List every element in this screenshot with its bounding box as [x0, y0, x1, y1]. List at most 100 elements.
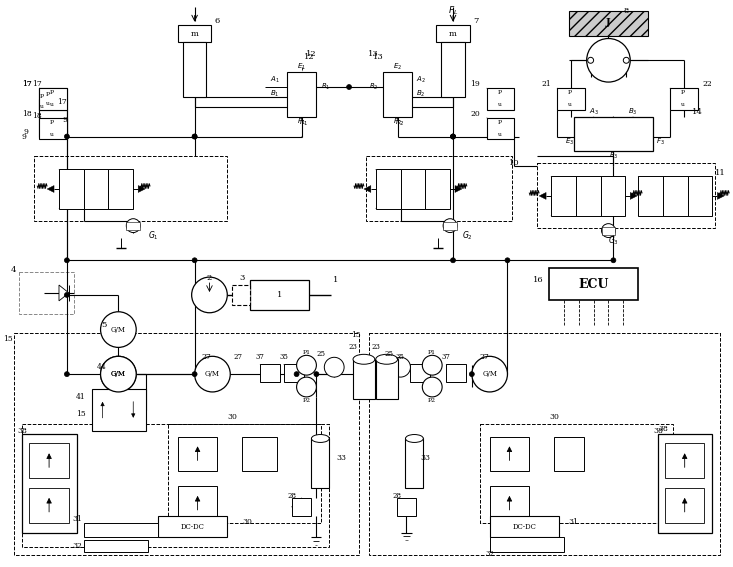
Text: $R_1$: $R_1$	[321, 82, 331, 92]
Text: G/M: G/M	[111, 370, 126, 378]
Bar	[84, 523, 158, 538]
Circle shape	[588, 57, 594, 64]
Text: 13: 13	[369, 50, 379, 58]
Bar	[126, 222, 140, 230]
Bar	[366, 156, 512, 221]
Bar	[284, 364, 303, 382]
Circle shape	[586, 39, 630, 82]
Circle shape	[443, 219, 457, 232]
Text: $G_2$: $G_2$	[463, 229, 474, 242]
Text: 30: 30	[227, 413, 237, 421]
Bar	[479, 424, 673, 523]
Text: 14: 14	[692, 108, 703, 116]
Bar	[242, 437, 277, 471]
Bar	[446, 364, 466, 382]
Bar	[59, 169, 84, 209]
Text: $R_2$: $R_2$	[369, 82, 379, 92]
Bar	[443, 222, 457, 230]
Text: 38: 38	[658, 425, 668, 433]
Bar	[405, 438, 424, 488]
Text: 15: 15	[76, 410, 86, 418]
Bar	[19, 272, 74, 314]
Polygon shape	[630, 192, 637, 200]
Text: 11: 11	[715, 169, 726, 177]
Bar	[602, 227, 616, 235]
Bar	[638, 176, 663, 215]
Text: 13: 13	[373, 53, 384, 61]
Text: P1: P1	[428, 350, 436, 355]
Bar	[312, 438, 329, 488]
Text: P: P	[46, 92, 50, 98]
Text: 27: 27	[480, 353, 490, 361]
Bar	[292, 498, 312, 516]
Text: 17: 17	[57, 98, 67, 106]
Bar	[400, 169, 425, 209]
Text: 15: 15	[3, 336, 12, 344]
Circle shape	[623, 57, 629, 64]
Bar	[425, 169, 450, 209]
Text: 19: 19	[470, 80, 479, 88]
Bar	[569, 11, 648, 36]
Text: J: J	[606, 18, 611, 27]
Bar	[376, 169, 400, 209]
Circle shape	[100, 312, 136, 348]
Bar	[84, 540, 148, 552]
Circle shape	[100, 356, 136, 392]
Text: $F_1$: $F_1$	[297, 117, 306, 127]
Text: 28: 28	[287, 492, 296, 500]
Circle shape	[324, 357, 344, 377]
Text: $F_2$: $F_2$	[395, 116, 404, 128]
Bar	[84, 169, 108, 209]
Bar	[22, 424, 329, 547]
Bar	[178, 437, 218, 471]
Bar	[29, 443, 69, 478]
Text: 18: 18	[23, 110, 32, 118]
Bar	[490, 516, 559, 538]
Text: 33: 33	[336, 454, 346, 462]
Text: $A_3$: $A_3$	[589, 107, 599, 117]
Bar	[92, 389, 146, 430]
Bar	[490, 486, 529, 521]
Bar	[178, 486, 218, 521]
Circle shape	[65, 371, 70, 376]
Text: P: P	[40, 95, 44, 99]
Polygon shape	[47, 185, 54, 192]
Text: 23: 23	[372, 344, 380, 352]
Text: 17: 17	[23, 80, 32, 88]
Circle shape	[602, 223, 616, 238]
Text: m: m	[191, 29, 199, 37]
Text: 15: 15	[351, 331, 361, 338]
Text: 25: 25	[317, 350, 326, 358]
Circle shape	[469, 371, 474, 376]
Circle shape	[297, 356, 317, 375]
Circle shape	[472, 356, 507, 392]
Text: u: u	[50, 132, 54, 137]
Text: P: P	[498, 120, 501, 125]
Text: G/M: G/M	[482, 370, 497, 378]
Circle shape	[505, 258, 510, 263]
Text: 31: 31	[569, 518, 579, 526]
Bar	[260, 364, 280, 382]
Bar	[665, 488, 704, 523]
Bar	[168, 424, 321, 523]
Bar	[250, 280, 309, 310]
Polygon shape	[364, 185, 371, 192]
Text: 25: 25	[384, 350, 393, 358]
Ellipse shape	[405, 434, 424, 442]
Text: 1: 1	[277, 291, 282, 299]
Text: $F_3$: $F_3$	[656, 137, 665, 147]
Circle shape	[451, 134, 455, 139]
Text: 30: 30	[242, 518, 252, 526]
Text: 38: 38	[18, 426, 27, 434]
Text: 17: 17	[23, 80, 32, 88]
Text: P: P	[498, 91, 501, 95]
Bar	[39, 118, 67, 139]
Bar	[39, 88, 67, 110]
Bar	[232, 285, 250, 305]
Text: $B_3$: $B_3$	[628, 107, 638, 117]
Bar	[108, 169, 133, 209]
Text: 3: 3	[240, 274, 245, 282]
Circle shape	[422, 356, 442, 375]
Circle shape	[391, 357, 410, 377]
Text: 22: 22	[702, 80, 712, 88]
